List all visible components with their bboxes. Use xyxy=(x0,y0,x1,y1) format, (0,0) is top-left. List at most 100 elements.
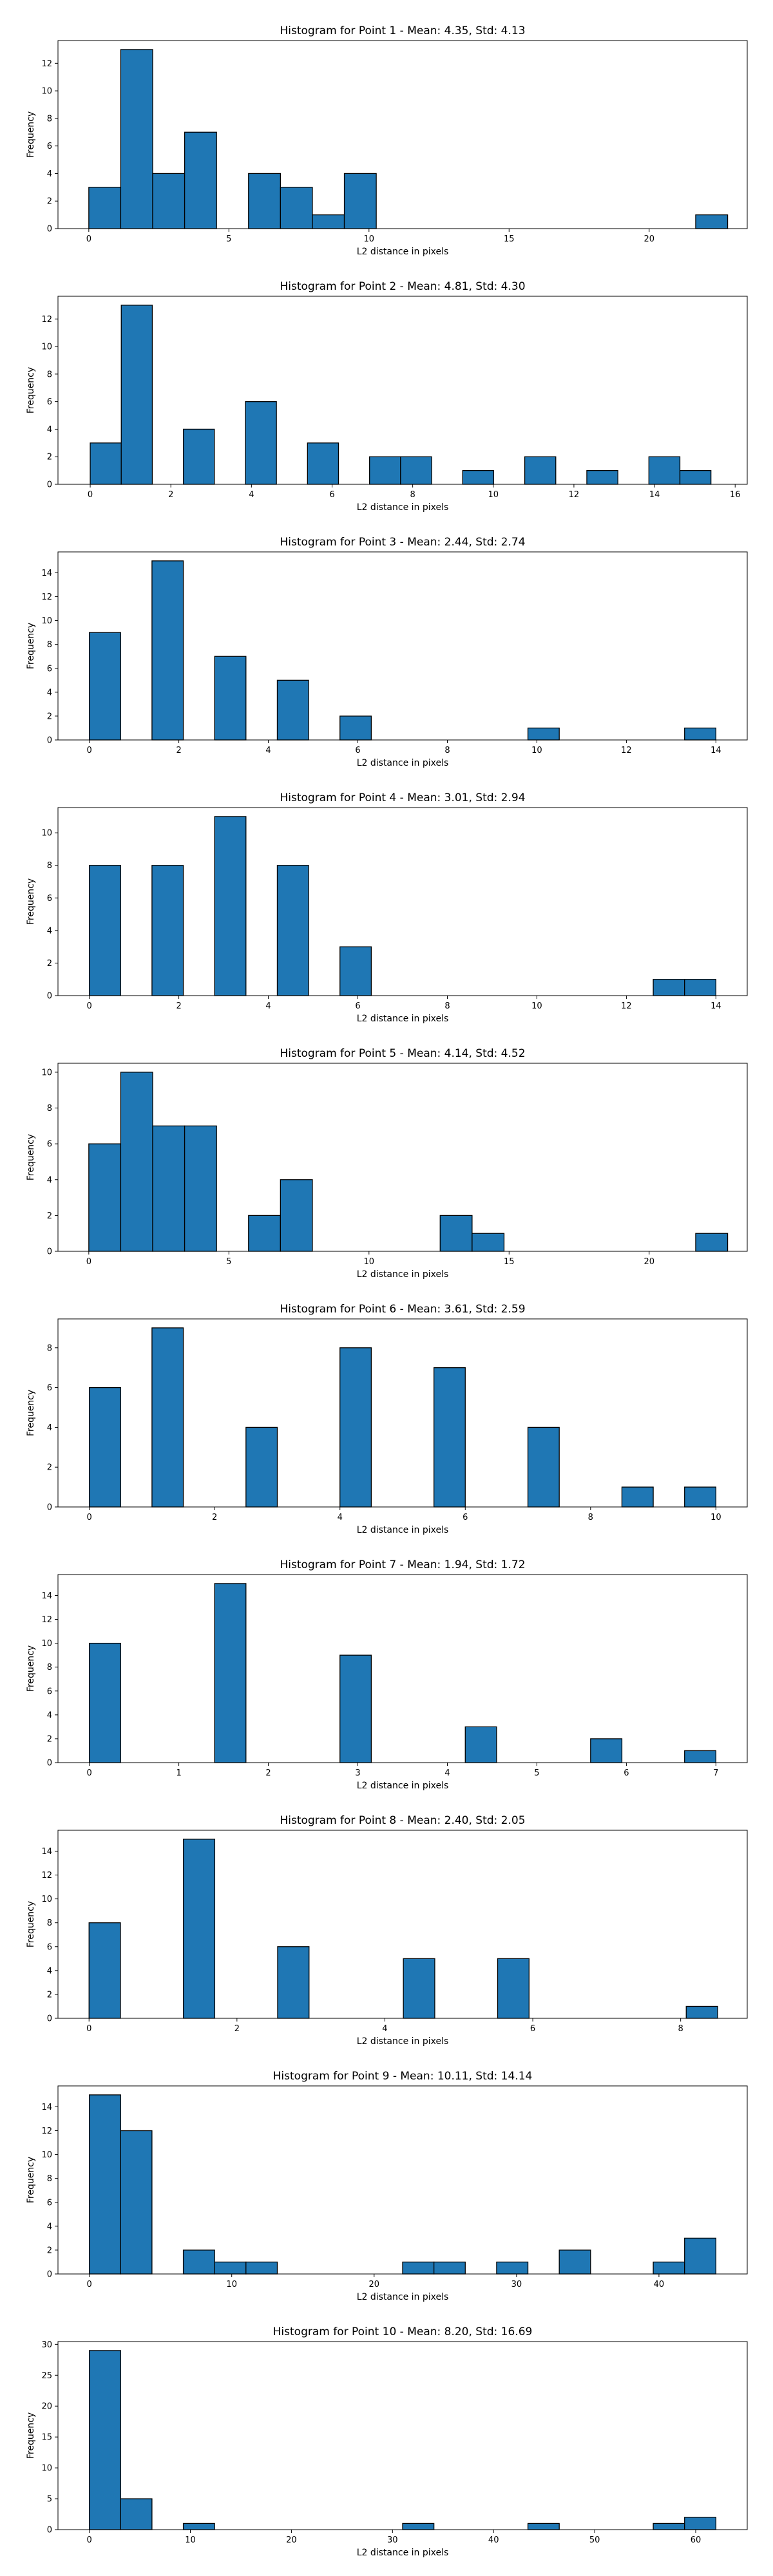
histogram-bar xyxy=(214,816,247,996)
histogram-bar xyxy=(339,946,372,996)
histogram-bar xyxy=(472,1233,505,1252)
x-tick-label: 5 xyxy=(226,234,231,244)
histogram-bar xyxy=(402,2523,435,2530)
y-tick-label: 8 xyxy=(47,640,52,650)
axes-frame xyxy=(57,807,748,996)
y-tick-label: 2 xyxy=(47,712,52,721)
chart-title: Histogram for Point 2 - Mean: 4.81, Std:… xyxy=(280,280,525,293)
histogram-panel-6: Histogram for Point 6 - Mean: 3.61, Std:… xyxy=(26,1303,748,1535)
histogram-bar xyxy=(88,1922,121,2019)
y-tick-label: 25 xyxy=(41,2371,52,2381)
histogram-bar xyxy=(276,865,309,996)
histogram-bar xyxy=(214,656,247,741)
histogram-bar xyxy=(151,560,184,741)
x-tick-label: 8 xyxy=(588,1513,593,1522)
histogram-bar xyxy=(497,1958,530,2019)
histogram-panel-2: Histogram for Point 2 - Mean: 4.81, Std:… xyxy=(26,280,748,513)
y-tick-label: 0 xyxy=(47,2526,52,2535)
x-tick-label: 60 xyxy=(691,2535,701,2545)
chart-title: Histogram for Point 6 - Mean: 3.61, Std:… xyxy=(280,1303,525,1316)
x-tick-label: 10 xyxy=(488,490,499,500)
y-tick-label: 14 xyxy=(41,569,52,578)
axes-frame xyxy=(57,2341,748,2530)
y-tick-label: 6 xyxy=(47,1687,52,1696)
histogram-bar xyxy=(433,1367,466,1508)
y-tick-label: 8 xyxy=(47,114,52,124)
y-tick-label: 12 xyxy=(41,315,52,325)
histogram-bars xyxy=(88,2094,717,2275)
x-tick-label: 0 xyxy=(86,234,91,244)
y-tick-label: 8 xyxy=(47,370,52,379)
y-tick-label: 8 xyxy=(47,861,52,871)
histogram-panel-8: Histogram for Point 8 - Mean: 2.40, Std:… xyxy=(26,1814,748,2047)
histogram-bar xyxy=(621,1486,654,1508)
y-axis-label: Frequency xyxy=(26,111,36,158)
histogram-bar xyxy=(464,1726,497,1763)
y-tick-label: 10 xyxy=(41,616,52,626)
y-axis-label: Frequency xyxy=(26,2157,36,2203)
y-tick-label: 8 xyxy=(47,1104,52,1113)
x-tick-label: 0 xyxy=(86,1257,91,1267)
histogram-bar xyxy=(369,456,401,485)
y-tick-label: 6 xyxy=(47,1140,52,1150)
y-tick-label: 10 xyxy=(41,829,52,838)
x-tick-label: 8 xyxy=(444,1001,450,1011)
chart-title: Histogram for Point 9 - Mean: 10.11, Std… xyxy=(273,2070,533,2083)
histogram-bar xyxy=(120,2130,153,2275)
y-tick-label: 10 xyxy=(41,2464,52,2474)
histogram-bar xyxy=(151,865,184,996)
histogram-bar xyxy=(339,1654,372,1763)
x-axis-label: L2 distance in pixels xyxy=(357,1014,449,1024)
y-tick-label: 0 xyxy=(47,225,52,234)
axes-frame xyxy=(57,296,748,485)
y-tick-label: 14 xyxy=(41,1591,52,1601)
y-tick-label: 2 xyxy=(47,197,52,207)
y-axis-label: Frequency xyxy=(26,1390,36,1436)
y-axis-label: Frequency xyxy=(26,2412,36,2459)
x-tick-label: 4 xyxy=(265,746,271,755)
y-tick-label: 2 xyxy=(47,1734,52,1744)
y-tick-label: 4 xyxy=(47,926,52,936)
x-axis-label: L2 distance in pixels xyxy=(357,1525,449,1535)
chart-title: Histogram for Point 8 - Mean: 2.40, Std:… xyxy=(280,1814,525,1827)
histogram-panel-1: Histogram for Point 1 - Mean: 4.35, Std:… xyxy=(26,24,748,257)
x-tick-label: 0 xyxy=(86,2280,91,2289)
histogram-bar xyxy=(679,469,712,485)
x-axis-label: L2 distance in pixels xyxy=(357,247,449,257)
y-tick-label: 4 xyxy=(47,1175,52,1185)
y-tick-label: 0 xyxy=(47,2270,52,2280)
histogram-bar xyxy=(462,469,495,485)
x-tick-label: 4 xyxy=(265,1001,271,1011)
histogram-bars xyxy=(88,560,717,741)
x-tick-label: 50 xyxy=(589,2535,600,2545)
histogram-bar xyxy=(403,1958,435,2019)
x-tick-label: 8 xyxy=(444,746,450,755)
histogram-bar xyxy=(151,1327,184,1508)
y-tick-label: 2 xyxy=(47,1463,52,1473)
histogram-bar xyxy=(653,979,685,996)
chart-title: Histogram for Point 4 - Mean: 3.01, Std:… xyxy=(280,791,525,804)
axes-frame xyxy=(57,551,748,741)
histogram-bar xyxy=(88,2350,121,2530)
axes-frame xyxy=(57,1318,748,1508)
y-axis-label: Frequency xyxy=(26,1901,36,1947)
histogram-bars xyxy=(88,1839,718,2019)
y-tick-label: 12 xyxy=(41,592,52,602)
histogram-bars xyxy=(88,1583,717,1763)
x-tick-label: 6 xyxy=(530,2024,535,2034)
y-tick-label: 14 xyxy=(41,2103,52,2112)
x-tick-label: 12 xyxy=(621,1001,632,1011)
x-tick-label: 8 xyxy=(410,490,415,500)
histogram-bar xyxy=(653,2261,685,2275)
y-tick-label: 10 xyxy=(41,1639,52,1649)
histogram-bar xyxy=(182,428,215,485)
histogram-bar xyxy=(120,1072,153,1252)
x-axis-label: L2 distance in pixels xyxy=(357,1269,449,1280)
histogram-bar xyxy=(586,469,618,485)
x-tick-label: 10 xyxy=(364,1257,375,1267)
y-axis-label: Frequency xyxy=(26,878,36,925)
y-tick-label: 12 xyxy=(41,2126,52,2136)
histogram-bar xyxy=(245,2261,278,2275)
histogram-bar xyxy=(182,2249,215,2275)
